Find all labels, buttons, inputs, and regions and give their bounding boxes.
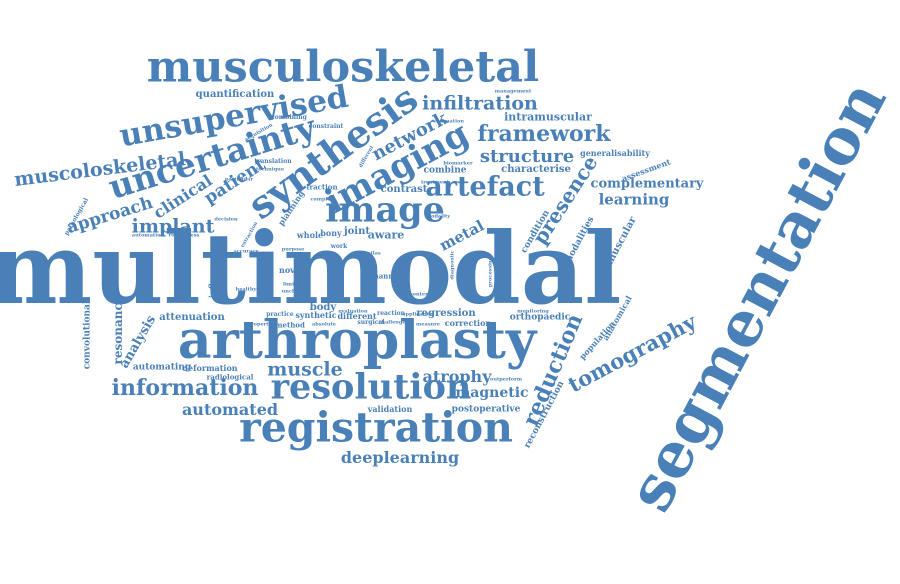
word-validation: validation xyxy=(367,404,413,414)
word-radiological: radiological xyxy=(206,372,254,382)
word-limited: limited xyxy=(283,281,303,288)
word-uncharted: uncharted xyxy=(281,288,311,295)
word-generalisability: generalisability xyxy=(580,148,650,158)
word-challenge: challenge xyxy=(378,319,406,326)
word-whole: whole xyxy=(296,230,324,240)
word-synthetic: synthetic xyxy=(295,310,337,320)
word-context: context xyxy=(409,291,431,298)
word-practice: practice xyxy=(266,311,294,318)
word-complex: complex xyxy=(310,196,334,203)
word-method: method xyxy=(275,320,305,330)
word-different: different xyxy=(337,311,377,321)
word-absolute: absolute xyxy=(312,321,336,328)
word-implant: implant xyxy=(131,215,215,238)
word-automating: automating xyxy=(132,362,192,373)
word-convolutional: convolutional xyxy=(82,300,93,370)
word-postoperative: postoperative xyxy=(451,404,521,415)
word-resonance: resonance xyxy=(111,295,125,365)
word-contrast: contrast xyxy=(380,184,428,195)
word-automation: automation xyxy=(131,232,165,239)
word-constraint: constraint xyxy=(308,123,344,130)
word-estimation: estimation xyxy=(434,118,464,125)
word-multimodal: multimodal xyxy=(0,212,622,327)
word-technique: technique xyxy=(255,166,285,173)
word-resolution: resolution xyxy=(270,366,472,408)
word-bony: bony xyxy=(320,228,342,238)
word-atrophy: atrophy xyxy=(422,367,492,386)
word-muscle: muscle xyxy=(267,358,343,381)
word-framework: framework xyxy=(477,121,611,147)
word-diagnostic: diagnostic xyxy=(449,250,456,280)
word-musculoskeletal: musculoskeletal xyxy=(146,42,540,93)
word-complementary: complementary xyxy=(590,176,704,192)
word-evaluation: evaluation xyxy=(338,308,368,315)
word-image: image xyxy=(325,189,445,231)
word-management: management xyxy=(494,88,532,95)
word-particular: particular xyxy=(224,176,254,183)
word-combining: combining xyxy=(271,114,307,121)
word-automated: automated xyxy=(181,400,279,419)
word-decision: decision xyxy=(214,216,238,223)
word-combine: combine xyxy=(423,165,467,176)
word-attenuation: attenuation xyxy=(159,312,225,323)
word-inflammatory: inflammatory xyxy=(207,238,217,298)
word-correction: correction xyxy=(444,318,492,328)
word-robustness: robustness xyxy=(168,232,200,239)
word-outperform: outperform xyxy=(489,376,523,383)
word-joint: joint xyxy=(344,226,370,237)
word-reaction: reaction xyxy=(377,310,405,317)
word-segmentation: segmentation xyxy=(612,68,900,523)
word-intramuscular: intramuscular xyxy=(504,110,592,124)
word-purpose: purpose xyxy=(281,246,305,253)
word-properties: properties xyxy=(247,321,277,328)
word-arthroplasty: arthroplasty xyxy=(177,310,537,371)
word-aware: aware xyxy=(367,228,405,242)
word-regression: regression xyxy=(416,308,476,319)
word-information: information xyxy=(111,375,259,401)
word-infiltration: infiltration xyxy=(422,92,538,115)
word-magnetic: magnetic xyxy=(455,385,529,401)
word-channel: channel xyxy=(369,271,401,281)
word-accuracy: accuracy xyxy=(233,248,259,255)
word-deformation: deformation xyxy=(182,363,238,373)
word-translation: translation xyxy=(254,158,292,165)
word-application: application xyxy=(402,311,434,318)
word-structure: structure xyxy=(479,146,575,167)
word-healthy: healthy xyxy=(235,286,257,293)
word-novel: novel xyxy=(279,265,303,275)
word-characterise: characterise xyxy=(501,164,571,175)
word-atlas: atlas xyxy=(367,250,381,257)
word-body: body xyxy=(309,302,337,313)
word-measure: measure xyxy=(416,321,440,328)
word-quantification: quantification xyxy=(195,89,275,100)
word-orthopaedic: orthopaedic xyxy=(509,312,571,323)
word-treatment: treatment xyxy=(420,179,450,186)
word-surgical: surgical xyxy=(357,319,385,326)
word-fraction: fraction xyxy=(306,182,338,192)
word-monitoring: monitoring xyxy=(517,308,549,315)
word-deeplearning: deeplearning xyxy=(340,448,460,467)
word-learning: learning xyxy=(598,190,670,209)
word-modality: modality xyxy=(425,213,451,220)
word-work: work xyxy=(330,243,348,250)
word-processing: processing xyxy=(487,256,494,288)
word-registration: registration xyxy=(239,403,513,452)
word-artefact: artefact xyxy=(425,171,545,203)
word-biomarker: biomarker xyxy=(443,160,473,167)
